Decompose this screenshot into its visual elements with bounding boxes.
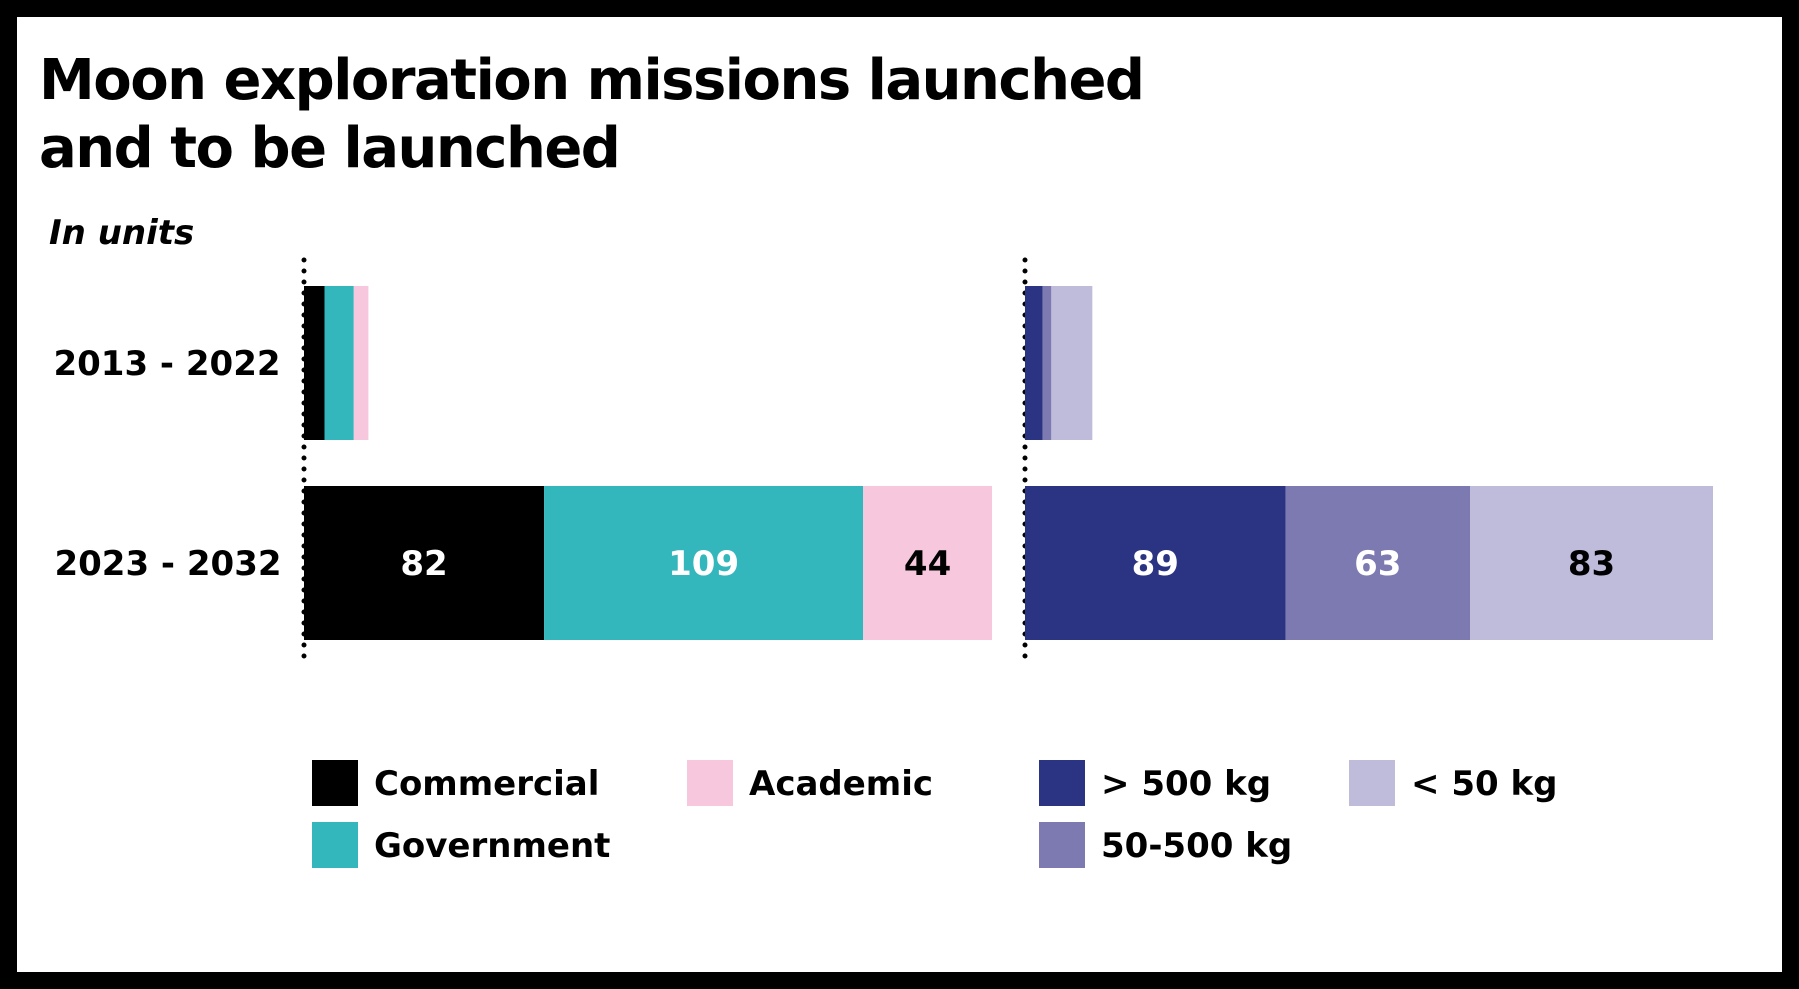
bar-label-commercial-2023-2032: 82 bbox=[400, 544, 447, 584]
legend-swatch-government bbox=[312, 822, 358, 868]
legend-swatch-50-500-kg bbox=[1039, 822, 1085, 868]
bar-government-2023-2032 bbox=[544, 486, 864, 640]
bar-50-500-kg-2013-2022 bbox=[1042, 286, 1052, 440]
legend-swatch-500-kg bbox=[1039, 760, 1085, 806]
bar-academic-2023-2032 bbox=[863, 486, 992, 640]
legend-label-50-kg: < 50 kg bbox=[1411, 764, 1557, 804]
bar-50-kg-2013-2022 bbox=[1051, 286, 1093, 440]
bar-50-kg-2023-2032 bbox=[1470, 486, 1713, 640]
chart-title: Moon exploration missions launched and t… bbox=[39, 48, 1145, 181]
bar-government-2013-2022 bbox=[324, 286, 354, 440]
mission-mass-chart: 89 63 83 > 500 kg 50-500 kg < 50 kg bbox=[1022, 257, 1713, 868]
legend-swatch-commercial bbox=[312, 760, 358, 806]
period-label-2023-2032: 2023 - 2032 bbox=[54, 544, 281, 584]
period-label-2013-2022: 2013 - 2022 bbox=[53, 344, 280, 384]
bar-academic-2013-2022 bbox=[353, 286, 369, 440]
bar-50-500-kg-2023-2032 bbox=[1285, 486, 1471, 640]
legend-label-government: Government bbox=[374, 826, 610, 866]
bar-500-kg-2013-2022 bbox=[1025, 286, 1043, 440]
bar-label-500-kg-2023-2032: 89 bbox=[1132, 544, 1179, 584]
bar-500-kg-2023-2032 bbox=[1025, 486, 1286, 640]
chart-subtitle: In units bbox=[49, 213, 195, 253]
legend-label-50-500-kg: 50-500 kg bbox=[1101, 826, 1292, 866]
bar-label-government-2023-2032: 109 bbox=[668, 544, 739, 584]
legend-swatch-academic bbox=[687, 760, 733, 806]
bar-label-50-kg-2023-2032: 83 bbox=[1568, 544, 1615, 584]
bar-commercial-2013-2022 bbox=[304, 286, 325, 440]
bar-label-50-500-kg-2023-2032: 63 bbox=[1354, 544, 1401, 584]
bar-label-academic-2023-2032: 44 bbox=[904, 544, 951, 584]
legend-label-commercial: Commercial bbox=[374, 764, 599, 804]
legend-swatch-50-kg bbox=[1349, 760, 1395, 806]
legend-label-academic: Academic bbox=[749, 764, 933, 804]
legend-label-500-kg: > 500 kg bbox=[1101, 764, 1271, 804]
mission-type-chart: 82 109 44 Commercial Government Academic bbox=[301, 257, 992, 868]
bar-commercial-2023-2032 bbox=[304, 486, 545, 640]
